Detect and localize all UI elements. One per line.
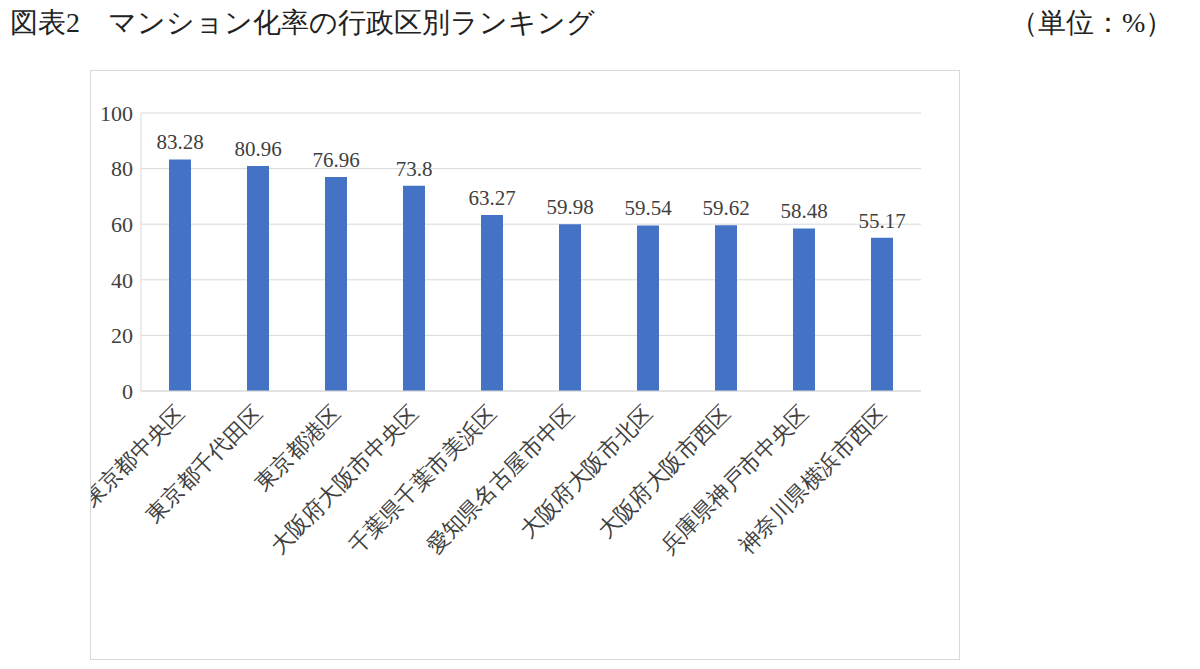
- svg-text:80.96: 80.96: [234, 137, 281, 161]
- svg-text:兵庫県神戸市中央区: 兵庫県神戸市中央区: [656, 401, 814, 559]
- svg-text:76.96: 76.96: [312, 148, 359, 172]
- svg-text:20: 20: [111, 323, 133, 348]
- svg-text:55.17: 55.17: [858, 209, 905, 233]
- svg-text:0: 0: [122, 379, 133, 404]
- svg-text:東京都千代田区: 東京都千代田区: [141, 401, 268, 528]
- svg-text:80: 80: [111, 156, 133, 181]
- svg-text:83.28: 83.28: [156, 130, 203, 154]
- svg-text:40: 40: [111, 268, 133, 293]
- svg-text:100: 100: [100, 101, 133, 126]
- svg-text:60: 60: [111, 212, 133, 237]
- html-text:図表2 マンション化率の行政区別ランキング: 図表2 マンション化率の行政区別ランキング: [10, 7, 595, 38]
- svg-text:神奈川県横浜市西区: 神奈川県横浜市西区: [734, 401, 892, 559]
- svg-text:大阪府大阪市西区: 大阪府大阪市西区: [593, 401, 735, 543]
- svg-text:58.48: 58.48: [780, 199, 827, 223]
- svg-text:東京都港区: 東京都港区: [249, 400, 346, 496]
- svg-text:63.27: 63.27: [468, 186, 515, 210]
- svg-text:大阪府大阪市北区: 大阪府大阪市北区: [515, 401, 657, 543]
- svg-text:59.54: 59.54: [624, 196, 672, 220]
- svg-text:59.62: 59.62: [702, 196, 749, 220]
- svg-text:愛知県名古屋市中区: 愛知県名古屋市中区: [422, 401, 580, 559]
- svg-text:千葉県千葉市美浜区: 千葉県千葉市美浜区: [344, 401, 502, 559]
- html-text:（単位：%）: （単位：%）: [1010, 7, 1174, 38]
- svg-text:大阪府大阪市中央区: 大阪府大阪市中央区: [266, 401, 424, 559]
- svg-text:73.8: 73.8: [396, 157, 433, 181]
- svg-text:59.98: 59.98: [546, 195, 593, 219]
